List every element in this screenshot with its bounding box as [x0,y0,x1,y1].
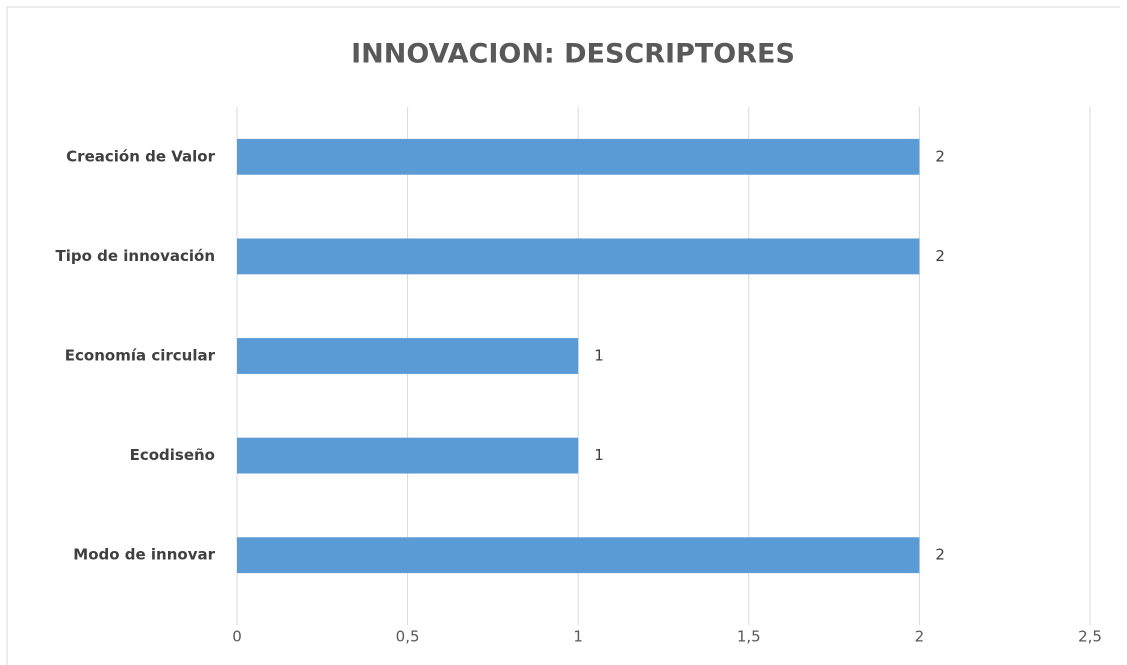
data-label: 1 [594,347,604,365]
y-tick-label: Ecodiseño [130,446,215,464]
y-tick-label: Tipo de innovación [56,247,216,265]
data-label: 2 [935,546,945,564]
data-label: 1 [594,446,604,464]
y-tick-label: Modo de innovar [73,546,215,564]
x-tick-label: 2 [915,628,925,646]
y-tick-label: Economía circular [65,347,216,365]
chart-border [6,6,1120,665]
x-tick-label: 2,5 [1078,628,1102,646]
bar [237,338,579,374]
x-tick-label: 0 [232,628,242,646]
chart-title: INNOVACION: DESCRIPTORES [351,39,795,70]
x-tick-label: 1 [573,628,583,646]
bar [237,138,920,175]
x-tick-label: 0,5 [396,628,420,646]
bar [237,537,920,574]
bar [237,238,920,275]
y-tick-label: Creación de Valor [66,147,215,165]
data-label: 2 [935,147,945,165]
x-tick-label: 1,5 [737,628,761,646]
bar [237,437,579,474]
data-label: 2 [935,247,945,265]
